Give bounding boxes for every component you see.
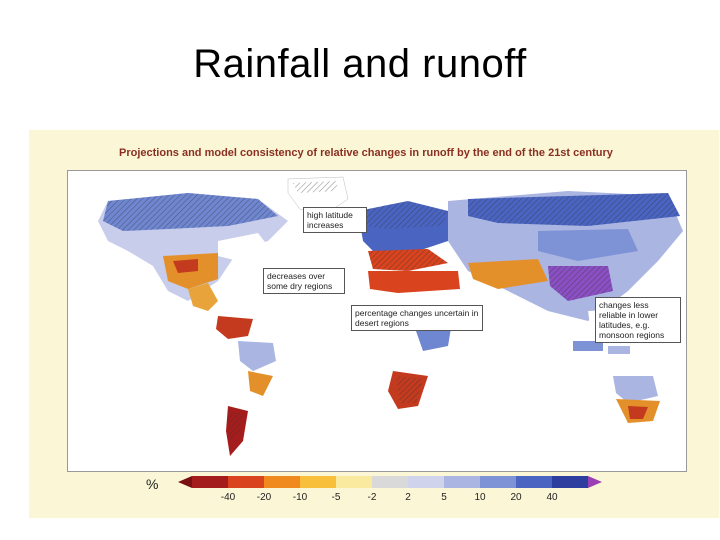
africa [363, 271, 468, 411]
legend-tick-label: 40 [546, 492, 558, 503]
australia [586, 366, 668, 426]
legend-bar [178, 476, 602, 488]
legend-tick-label: 10 [474, 492, 486, 503]
legend-swatch [300, 476, 336, 488]
legend-swatch [192, 476, 228, 488]
legend-tick-label: 5 [441, 492, 447, 503]
legend-swatch [552, 476, 588, 488]
legend-tick-label: -10 [292, 492, 308, 503]
legend-tick-label: -20 [256, 492, 272, 503]
europe [358, 201, 448, 271]
islands [573, 341, 630, 354]
color-legend: % -40 -20 -10 -5 -2 2 5 10 20 40 [64, 474, 704, 514]
legend-unit: % [146, 476, 159, 492]
legend-tick-label: 20 [510, 492, 522, 503]
legend-tick-label: -40 [220, 492, 236, 503]
callout-high-latitude: high latitude increases [303, 207, 367, 233]
legend-tick-label: 2 [405, 492, 411, 503]
legend-arrow-right [588, 476, 602, 488]
legend-swatch [516, 476, 552, 488]
callout-dry-regions: decreases over some dry regions [263, 268, 345, 294]
map-svg [98, 176, 683, 461]
south-america [208, 316, 288, 461]
legend-swatch [264, 476, 300, 488]
figure-panel: Projections and model consistency of rel… [29, 130, 719, 518]
figure-heading: Projections and model consistency of rel… [119, 147, 613, 159]
legend-swatch [408, 476, 444, 488]
legend-swatch [372, 476, 408, 488]
legend-arrow-left [178, 476, 192, 488]
asia [448, 191, 683, 339]
callout-monsoon: changes less reliable in lower latitudes… [595, 297, 681, 343]
north-america [98, 193, 288, 311]
callout-desert: percentage changes uncertain in desert r… [351, 305, 483, 331]
slide-title: Rainfall and runoff [193, 42, 527, 86]
greenland [287, 176, 349, 217]
legend-tick-label: -5 [331, 492, 341, 503]
legend-swatch [480, 476, 516, 488]
legend-tick-label: -2 [367, 492, 377, 503]
legend-swatch [444, 476, 480, 488]
legend-swatch [336, 476, 372, 488]
world-runoff-map: high latitude increases decreases over s… [67, 170, 687, 472]
legend-swatch [228, 476, 264, 488]
